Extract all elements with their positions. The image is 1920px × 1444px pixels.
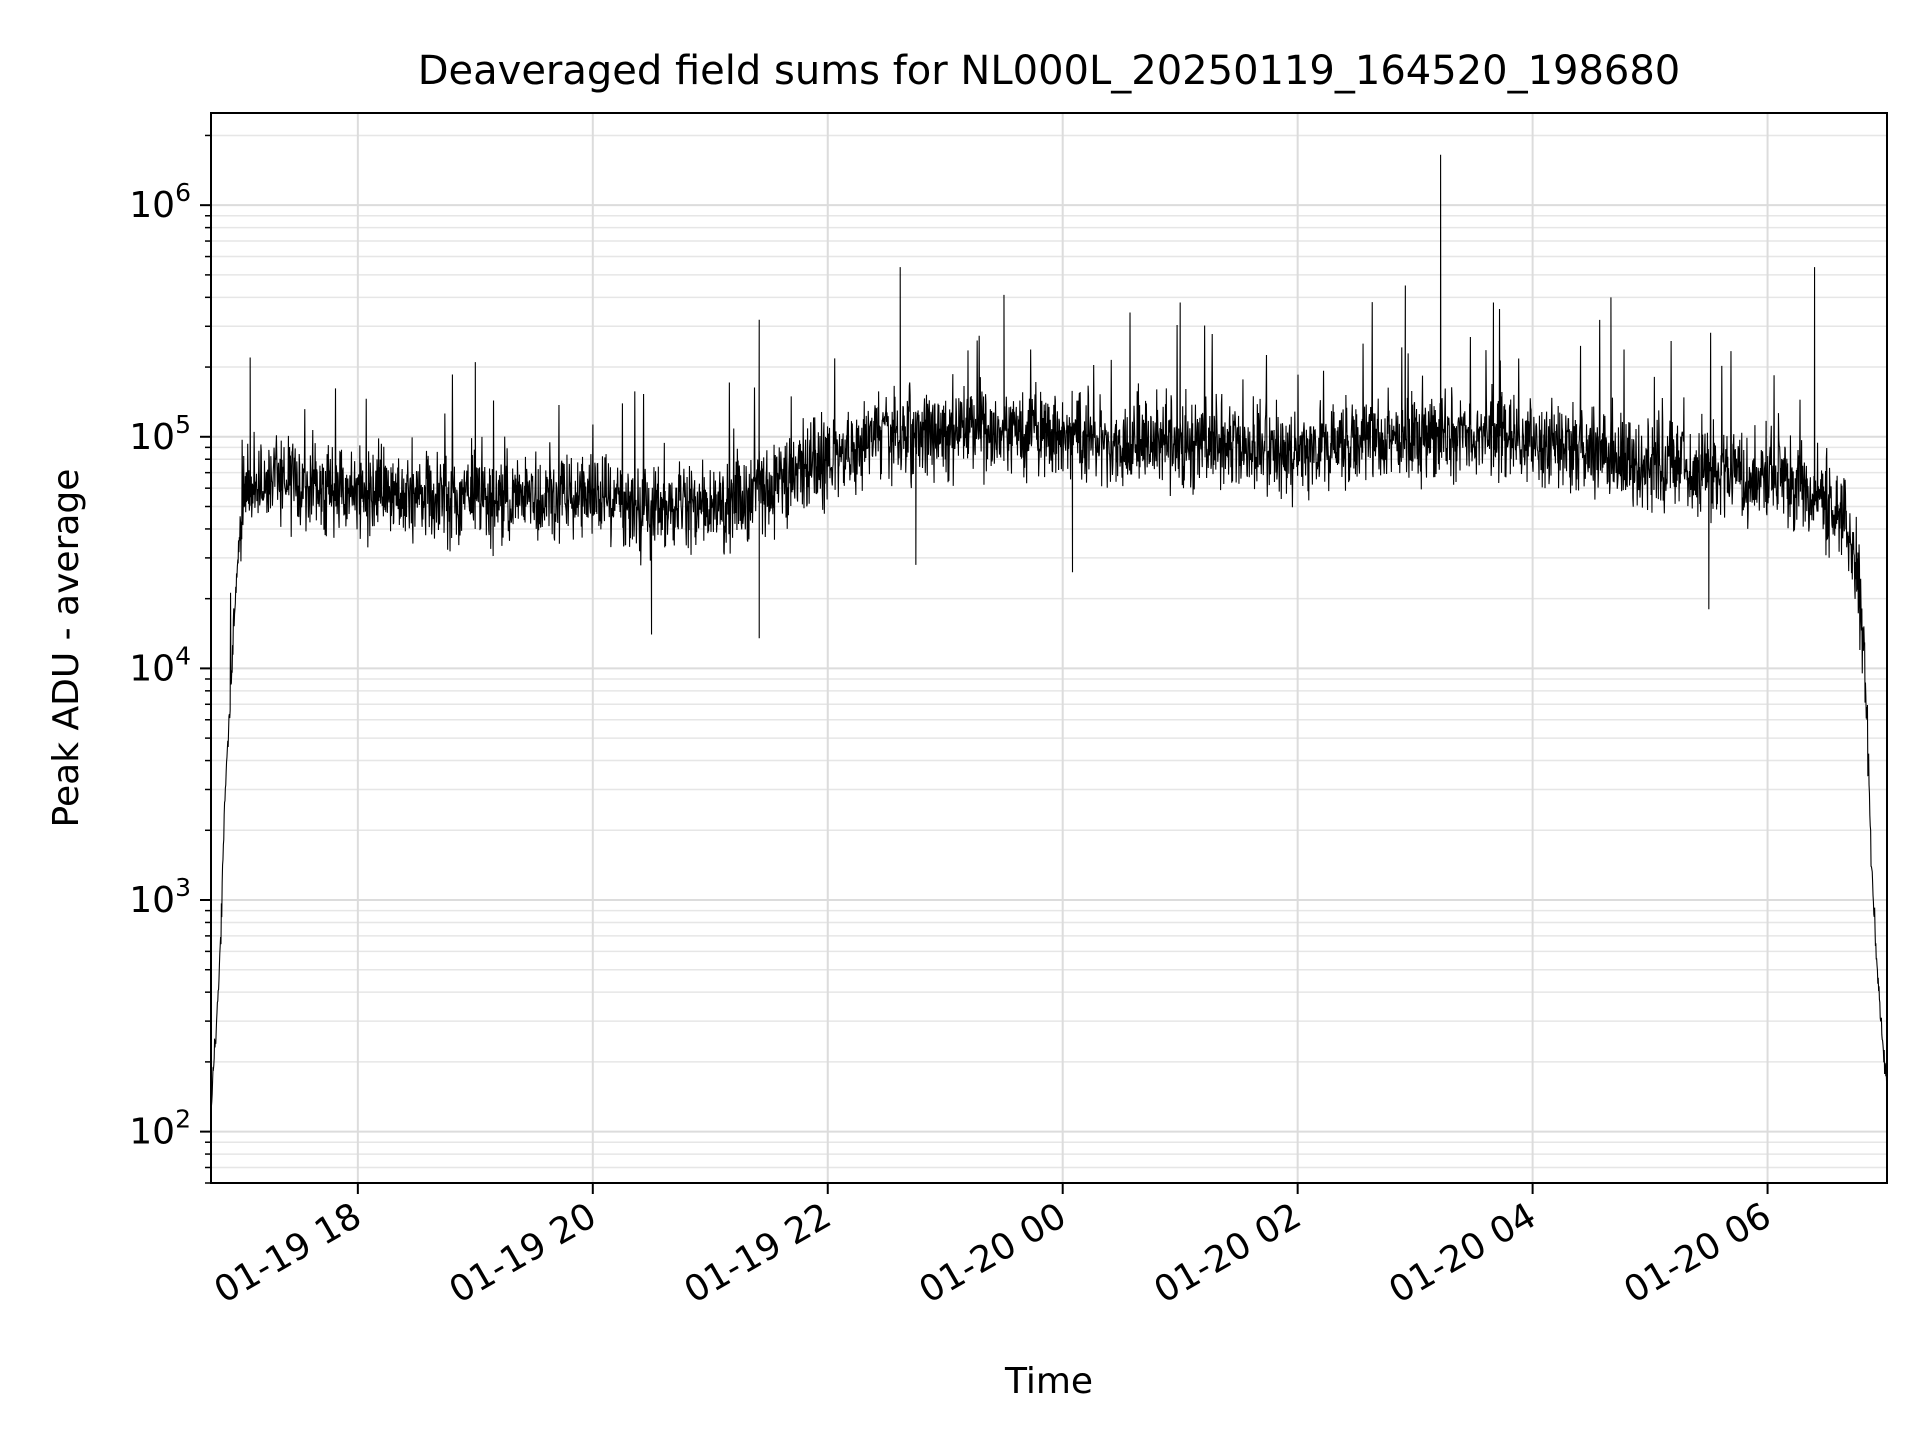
y-tick-label: 103 — [129, 873, 191, 921]
y-tick-label: 102 — [129, 1105, 191, 1153]
y-tick-label: 106 — [129, 178, 191, 226]
y-axis-label: Peak ADU - average — [46, 469, 87, 828]
y-tick-label: 104 — [129, 641, 191, 689]
series-line — [211, 154, 1887, 1132]
y-tick-label: 105 — [129, 410, 191, 458]
y-axis: 102 103 104 105 106 — [129, 134, 211, 1184]
grid — [211, 113, 1887, 1184]
plot-area — [211, 154, 1887, 1132]
chart-title: Deaveraged field sums for NL000L_2025011… — [418, 48, 1681, 94]
x-axis-label: Time — [1004, 1361, 1093, 1402]
plot-frame — [210, 112, 1888, 1184]
